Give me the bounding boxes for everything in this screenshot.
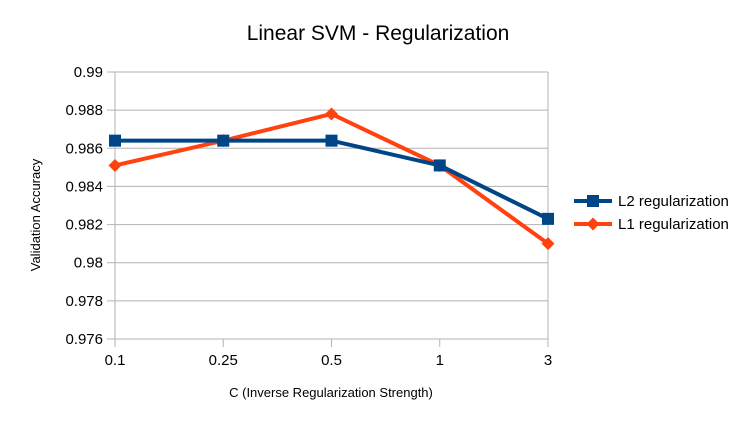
- legend-marker-l2-regularization: [587, 195, 599, 207]
- data-point-l1-regularization: [541, 237, 555, 251]
- y-axis-title: Validation Accuracy: [28, 158, 43, 271]
- x-tick-label: 0.25: [209, 352, 238, 369]
- legend: L2 regularization L1 regularization: [574, 193, 729, 233]
- data-point-l2-regularization: [325, 134, 338, 147]
- y-tick-label: 0.978: [65, 293, 103, 310]
- data-point-l1-regularization: [325, 107, 338, 121]
- y-tick-label: 0.98: [74, 255, 103, 272]
- legend-label-l2-regularization: L2 regularization: [618, 193, 729, 210]
- axes: [114, 72, 549, 347]
- y-tick-label: 0.988: [65, 102, 103, 119]
- x-tick-label: 0.5: [321, 352, 342, 369]
- y-tick-label: 0.99: [74, 64, 103, 81]
- y-tick-label: 0.976: [65, 331, 103, 348]
- data-point-l2-regularization: [109, 134, 121, 147]
- gridlines: [107, 71, 549, 340]
- tick-labels: 0.976 0.978 0.98 0.982 0.984 0.986 0.988 0.99 0.…: [65, 64, 552, 369]
- y-tick-label: 0.986: [65, 140, 103, 157]
- series-l1-regularization: [108, 107, 555, 251]
- y-tick-label: 0.984: [65, 178, 103, 195]
- data-point-l2-regularization: [542, 212, 554, 225]
- series-group: [108, 107, 555, 251]
- data-point-l1-regularization: [108, 158, 122, 172]
- y-tick-label: 0.982: [65, 217, 103, 234]
- x-tick-label: 0.1: [105, 352, 126, 369]
- data-point-l2-regularization: [217, 134, 230, 147]
- legend-marker-l1-regularization: [586, 217, 600, 231]
- series-l2-regularization: [109, 134, 554, 225]
- legend-label-l1-regularization: L1 regularization: [618, 216, 729, 233]
- x-tick-label: 3: [544, 352, 552, 369]
- x-tick-label: 1: [436, 352, 444, 369]
- data-point-l2-regularization: [433, 159, 446, 172]
- chart-title: Linear SVM - Regularization: [247, 22, 510, 45]
- x-axis-title: C (Inverse Regularization Strength): [229, 385, 433, 400]
